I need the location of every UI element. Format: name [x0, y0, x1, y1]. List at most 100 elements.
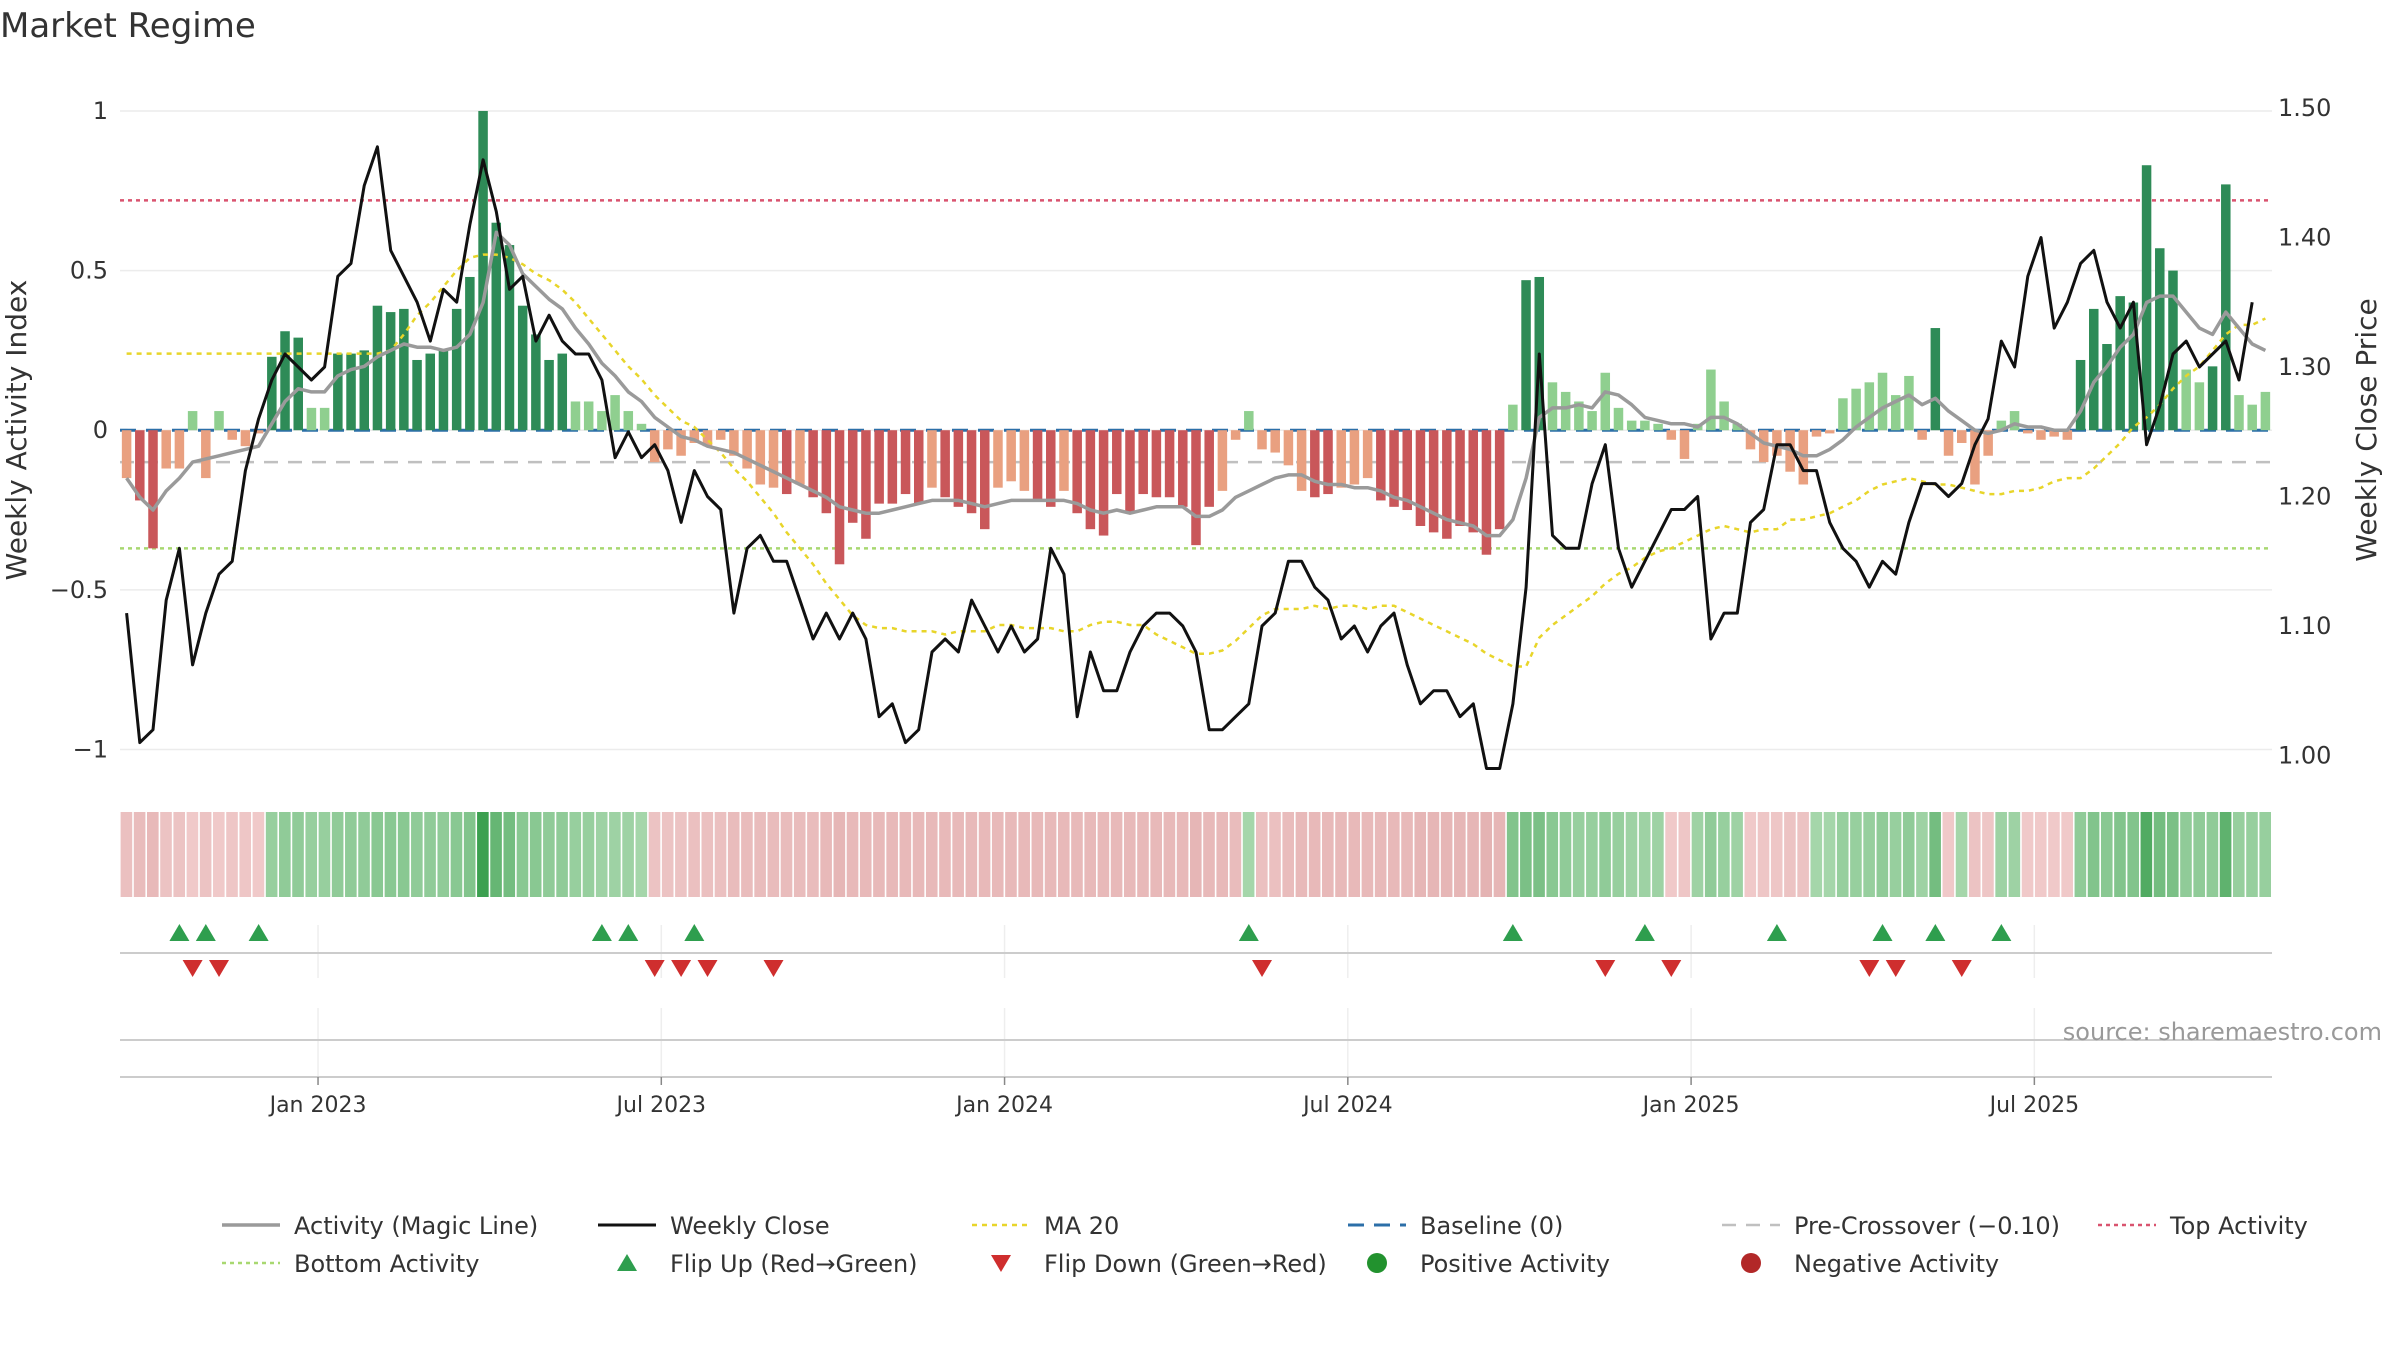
legend-item-ma20: MA 20 — [972, 1212, 1119, 1240]
activity-bar — [1970, 430, 1980, 485]
regime-strip-cell — [463, 812, 476, 897]
regime-strip-cell — [1533, 812, 1545, 897]
activity-bar — [1257, 430, 1267, 450]
activity-bar — [2260, 391, 2271, 431]
regime-strip-cell — [305, 812, 318, 897]
regime-strip-cell — [1955, 812, 1968, 897]
regime-strip-cell — [265, 812, 278, 897]
regime-strip-cell — [1480, 812, 1493, 897]
legend-label: Negative Activity — [1794, 1250, 1999, 1278]
regime-strip-cell — [1889, 812, 1902, 897]
regime-strip-cell — [1559, 812, 1572, 897]
y-tick-label: 1 — [93, 97, 108, 125]
regime-strip-cell — [292, 812, 304, 897]
regime-strip-cell — [1322, 812, 1334, 897]
regime-strip-cell — [2180, 812, 2192, 897]
regime-strip-cell — [1348, 812, 1361, 897]
activity-bar — [1824, 430, 1835, 434]
regime-strip-cell — [925, 812, 938, 897]
regime-strip-cell — [1427, 812, 1440, 897]
regime-strip-cell — [807, 812, 819, 897]
regime-strip-cell — [213, 812, 225, 897]
activity-bar — [1032, 430, 1043, 501]
regime-strip-cell — [1361, 812, 1374, 897]
regime-strip-cell — [318, 812, 331, 897]
flip-up-marker — [1766, 924, 1787, 941]
activity-bar — [1178, 430, 1188, 507]
legend-item-precross: Pre-Crossover (−0.10) — [1722, 1212, 2060, 1240]
regime-strip-cell — [1784, 812, 1796, 897]
regime-strip-cell — [1678, 812, 1691, 897]
activity-bar — [570, 401, 581, 431]
activity-bar — [729, 430, 739, 456]
regime-strip-cell — [1520, 812, 1532, 897]
activity-bar — [913, 430, 924, 504]
activity-bar — [306, 407, 317, 431]
activity-bar — [715, 430, 726, 440]
regime-strip-cell — [939, 812, 951, 897]
activity-bar — [1349, 430, 1360, 485]
regime-strip-cell — [2166, 812, 2179, 897]
activity-bar — [1587, 411, 1597, 431]
regime-strip-cell — [727, 812, 740, 897]
regime-strip-cell — [1612, 812, 1625, 897]
activity-bar — [2036, 430, 2046, 440]
regime-strip-cell — [1005, 812, 1017, 897]
regime-strip-cell — [1242, 812, 1255, 897]
regime-strip-cell — [186, 812, 199, 897]
regime-strip-cell — [1440, 812, 1453, 897]
regime-strip-cell — [952, 812, 964, 897]
activity-bar — [121, 430, 132, 479]
regime-strip-cell — [1308, 812, 1321, 897]
regime-strip-cell — [1229, 812, 1242, 897]
activity-bar — [1930, 328, 1941, 431]
activity-bar — [1600, 372, 1611, 431]
activity-bar — [2089, 308, 2099, 431]
flip-down-marker — [1252, 960, 1273, 977]
y-tick-label: 0.5 — [70, 257, 108, 285]
legend-item-close: Weekly Close — [598, 1212, 830, 1240]
activity-bar — [980, 430, 990, 530]
activity-bar — [2194, 382, 2205, 431]
regime-strip-cell — [147, 812, 159, 897]
regime-strip-cell — [846, 812, 859, 897]
legend-label: Baseline (0) — [1420, 1212, 1563, 1240]
activity-bar — [1059, 430, 1069, 491]
regime-strip-cell — [1638, 812, 1651, 897]
activity-bar — [478, 110, 488, 431]
regime-strip-cell — [1836, 812, 1849, 897]
activity-bar — [689, 430, 700, 443]
activity-bar — [623, 411, 634, 431]
regime-strip-cell — [1572, 812, 1585, 897]
activity-bar — [1508, 404, 1518, 431]
activity-bar — [1112, 430, 1122, 495]
regime-strip-cell — [622, 812, 634, 897]
activity-bar — [1943, 430, 1954, 456]
flip-up-marker — [618, 924, 639, 941]
regime-strip-cell — [635, 812, 648, 897]
legend-label: Flip Up (Red→Green) — [670, 1250, 918, 1278]
regime-strip-cell — [714, 812, 727, 897]
activity-bar — [2128, 302, 2139, 431]
legend: Activity (Magic Line) Weekly Close MA 20 Ba… — [222, 1212, 2308, 1278]
activity-bar — [847, 430, 858, 523]
activity-bar — [1904, 375, 1914, 431]
activity-bar — [1574, 401, 1584, 431]
regime-strip-cell — [2034, 812, 2047, 897]
regime-strip-cell — [1110, 812, 1123, 897]
regime-strip-cell — [477, 812, 489, 897]
regime-strip-cell — [2219, 812, 2232, 897]
activity-bar — [2049, 430, 2059, 437]
activity-bar — [1442, 430, 1452, 539]
legend-item-bottom: Bottom Activity — [222, 1250, 479, 1278]
activity-bar — [1336, 430, 1346, 488]
regime-strip-cell — [912, 812, 925, 897]
regime-strip-cell — [2246, 812, 2258, 897]
regime-strip-cell — [2061, 812, 2073, 897]
flip-down-marker — [1595, 960, 1616, 977]
activity-bar — [1138, 430, 1148, 495]
regime-strip-cell — [1216, 812, 1229, 897]
regime-strip-cell — [1189, 812, 1202, 897]
regime-strip-cell — [1295, 812, 1308, 897]
